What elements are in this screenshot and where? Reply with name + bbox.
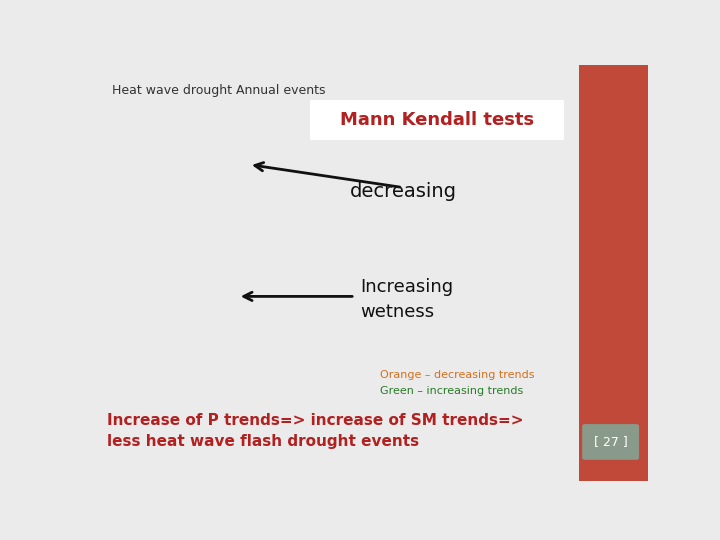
Text: Green – increasing trends: Green – increasing trends [380,386,523,396]
Text: Heat wave drought Annual events: Heat wave drought Annual events [112,84,326,97]
Text: Mann Kendall tests: Mann Kendall tests [341,111,534,129]
Bar [580,65,648,481]
Text: Increase of P trends=> increase of SM trends=>
less heat wave flash drought even: Increase of P trends=> increase of SM tr… [107,413,523,449]
Text: Orange – decreasing trends: Orange – decreasing trends [380,369,535,380]
Text: decreasing: decreasing [349,182,456,201]
FancyBboxPatch shape [582,424,639,460]
Text: [ 27 ]: [ 27 ] [594,435,628,448]
Bar [310,100,564,140]
Text: Increasing
wetness: Increasing wetness [361,278,454,321]
